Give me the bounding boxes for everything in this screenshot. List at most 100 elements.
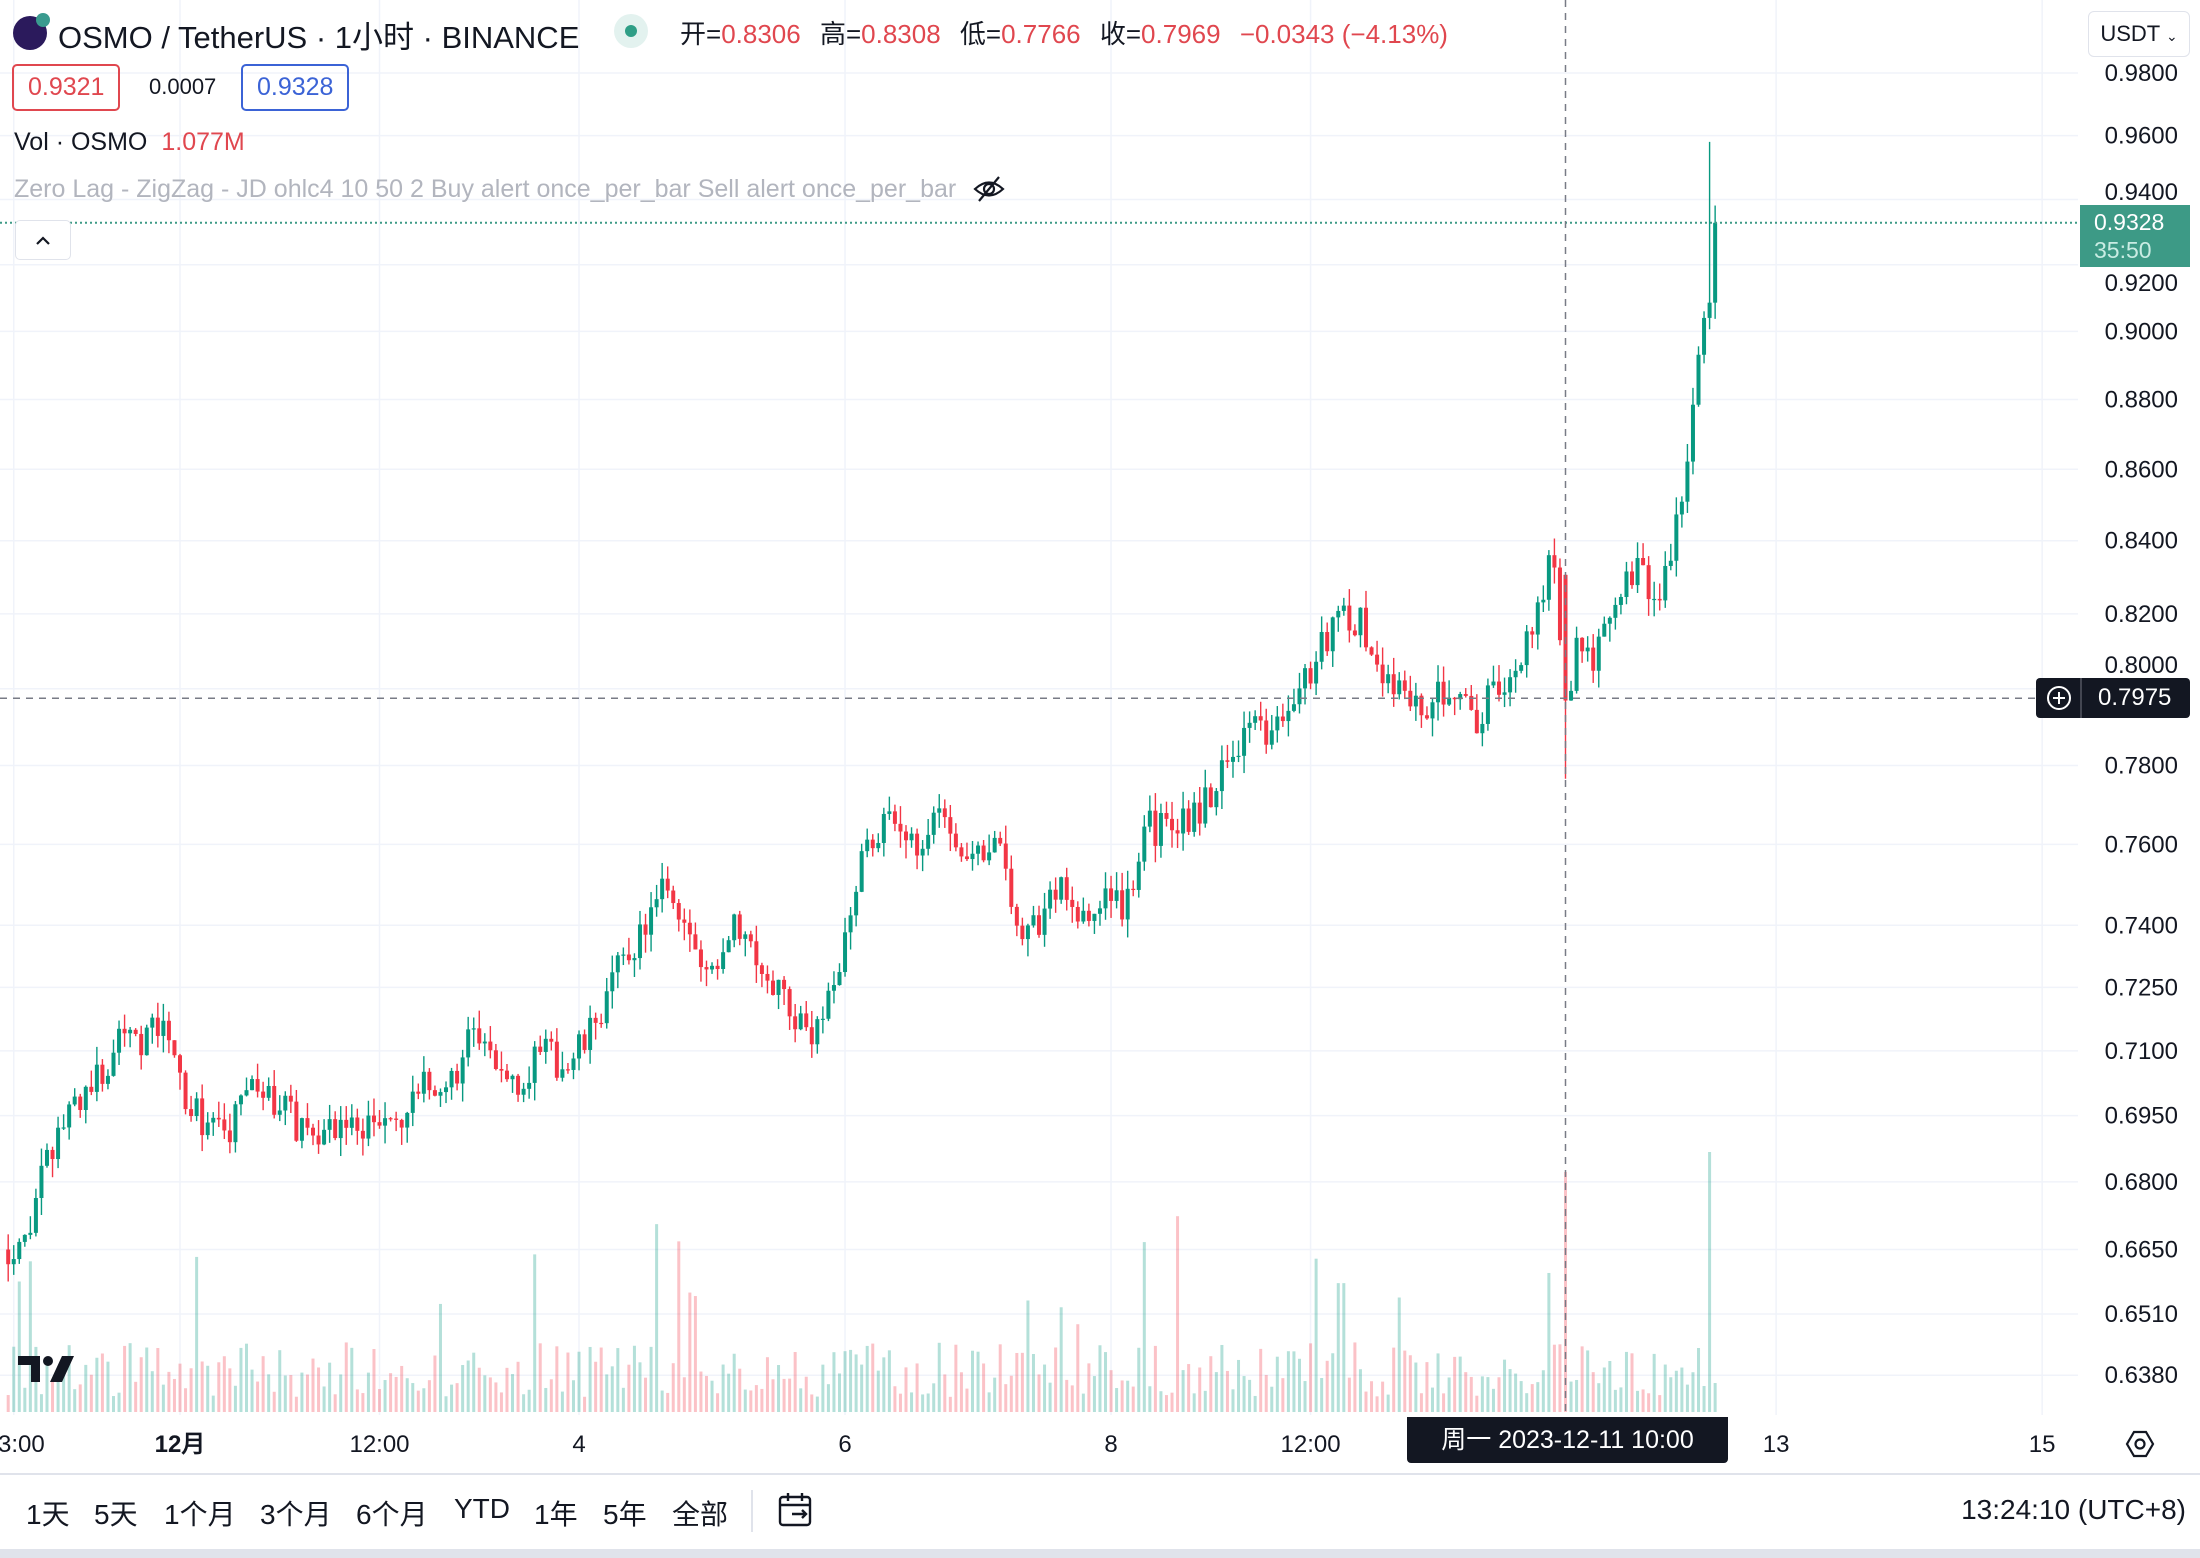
candle-body [1075,906,1080,922]
candle-body [410,1091,415,1113]
volume-bar [1076,1324,1080,1412]
volume-bar [239,1347,243,1412]
timezone-clock[interactable]: 13:24:10 (UTC+8) [1961,1494,2186,1525]
volume-bar [494,1382,498,1412]
volume-bar [638,1362,642,1412]
volume-bar [477,1367,481,1412]
price-tick-label: 0.9400 [2105,179,2178,206]
candle-body [543,1038,548,1052]
volume-bar [1142,1242,1146,1412]
symbol-title[interactable]: OSMO / TetherUS · 1小时 · BINANCE [58,20,580,55]
crosshair-price-label[interactable]: 0.7975 [2036,678,2190,718]
candle-body [649,907,654,935]
volume-bar [433,1355,437,1412]
volume-bar [1242,1376,1246,1412]
timeframe-button-6[interactable]: 1年 [534,1499,578,1530]
volume-bar [1586,1350,1590,1412]
volume-bar [1552,1344,1556,1412]
price-tick-label: 0.8400 [2105,528,2178,555]
sell-price-button[interactable]: 0.9321 [12,64,121,111]
candle-body [1308,668,1313,684]
eye-off-icon[interactable] [972,174,1006,204]
candle-body [1297,688,1302,705]
candle-body [150,1017,155,1028]
candle-body [371,1115,376,1123]
candle-body [665,878,670,891]
volume-legend[interactable]: Vol · OSMO 1.077M [14,128,245,157]
volume-bar [455,1383,459,1412]
time-tick-label: 12月 [155,1431,206,1458]
candle-body [582,1034,587,1050]
candle-body [798,1013,803,1030]
price-tick-label: 0.9000 [2105,318,2178,345]
candle-body [604,991,609,1024]
timeframe-button-3[interactable]: 3个月 [260,1499,332,1530]
volume-bar [765,1357,769,1412]
timeframe-button-8[interactable]: 全部 [672,1499,729,1530]
candle-body [216,1117,221,1120]
volume-bar [1275,1356,1279,1412]
chart-settings-icon[interactable] [2124,1428,2156,1465]
volume-bar [1536,1382,1540,1412]
timeframe-button-1[interactable]: 5天 [94,1499,138,1530]
price-tick-label: 0.9600 [2105,123,2178,150]
volume-bar [1408,1355,1412,1412]
candle-body [322,1129,327,1145]
price-chart[interactable]: 0.9800 0.9600 0.9400 0.9200 0.9000 0.8800 0.86… [0,0,2200,1473]
last-price-value: 0.9328 [2094,209,2165,235]
volume-bar [621,1387,625,1412]
plus-circle-icon[interactable] [2046,685,2072,711]
timeframe-button-7[interactable]: 5年 [603,1499,647,1530]
candle-body [815,1019,820,1045]
volume-bar [488,1377,492,1412]
volume-bar [865,1345,869,1412]
timeframe-button-4[interactable]: 6个月 [356,1499,428,1530]
candle-body [1380,664,1385,684]
volume-bar [898,1393,902,1412]
volume-bar [1469,1376,1473,1412]
candle-body [693,934,698,950]
candle-body [1546,555,1551,600]
candle-body [1269,730,1274,745]
candle-body [105,1075,110,1084]
volume-bar [860,1364,864,1412]
candle-body [1214,791,1219,808]
osmo-logo [13,13,50,50]
volume-bar [1104,1352,1108,1412]
timeframe-button-5[interactable]: YTD [454,1493,510,1524]
volume-bar [1713,1383,1717,1412]
timeframe-button-0[interactable]: 1天 [26,1499,70,1530]
volume-bar [555,1346,559,1412]
volume-bar [150,1371,154,1412]
candle-body [704,967,709,970]
collapse-legend-button[interactable] [15,220,71,260]
volume-bar [95,1357,99,1412]
candle-body [344,1119,349,1128]
candle-body [39,1165,44,1198]
volume-bar [627,1364,631,1412]
candle-body [1679,501,1684,515]
volume-bar [1453,1356,1457,1412]
candle-body [937,808,942,813]
tradingview-logo[interactable] [18,1352,80,1391]
volume-bar [1708,1152,1712,1412]
volume-bar [333,1394,337,1412]
time-axis[interactable]: 3:00 12月 12:00 4 6 8 12:00 13 15 [0,1431,2055,1458]
candle-body [482,1041,487,1044]
volume-bar [427,1380,431,1412]
volume-bar [788,1378,792,1412]
time-tick-label: 15 [2029,1431,2056,1458]
volume-bar [754,1385,758,1412]
timeframe-button-2[interactable]: 1个月 [164,1499,236,1530]
buy-price-button[interactable]: 0.9328 [241,64,350,111]
volume-bar [272,1391,276,1412]
calendar-range-icon[interactable] [776,1490,816,1535]
volume-bar [716,1393,720,1412]
high-value: 0.8308 [861,19,941,49]
currency-dropdown[interactable]: USDT ⌄ [2088,11,2190,57]
indicator-legend[interactable]: Zero Lag - ZigZag - JD ohlc4 10 50 2 Buy… [14,174,957,203]
price-tick-label: 0.7800 [2105,753,2178,780]
candle-body [1219,760,1224,792]
candle-body [11,1259,16,1265]
price-axis[interactable]: 0.9800 0.9600 0.9400 0.9200 0.9000 0.8800 0.86… [2105,60,2178,1389]
